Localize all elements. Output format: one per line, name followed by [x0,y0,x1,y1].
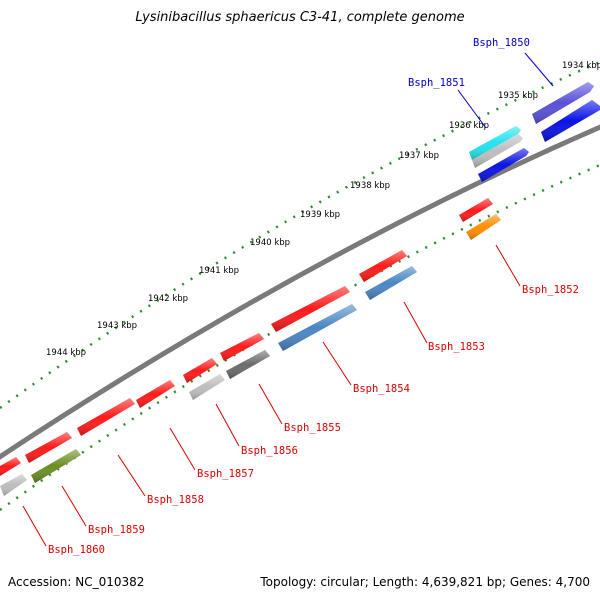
gene-reverse-red-5[interactable] [183,358,217,383]
outer-tick-line [0,60,600,410]
gene-bsph-1853[interactable] [365,266,417,300]
gene-label-bsph-1857[interactable]: Bsph_1857 [197,468,254,480]
gene-label-bsph-1859[interactable]: Bsph_1859 [88,524,145,536]
kbp-label-1937: 1937 kbp [399,151,439,161]
leader-line-bsph-1857 [169,427,196,471]
gene-arrow-shade-reverse-red-7 [0,457,21,476]
kbp-label-1941: 1941 kbp [199,266,239,276]
outer-tick-track [0,60,600,410]
label-group-bsph-1850[interactable]: Bsph_1850 [473,37,554,87]
gene-label-bsph-1850[interactable]: Bsph_1850 [473,37,530,49]
kbp-label-1942: 1942 kbp [148,294,188,304]
gene-arrow-shade-reverse-red-2 [359,250,407,282]
gene-reverse-red-3[interactable] [271,286,350,332]
gene-arrow-shade-bsph-1855 [226,350,270,379]
leader-line-bsph-1856 [215,403,240,447]
gene-bsph-1850[interactable] [532,82,594,124]
gene-bsph-1851[interactable] [469,126,521,160]
leader-line-bsph-1853 [403,301,428,344]
leader-line-bsph-1858 [117,454,146,497]
gene-arrow-shade-bsph-1859 [31,449,81,483]
gene-arrow-shade-bsph-1852 [466,214,501,240]
gene-arrow-shade-reverse-red-6 [25,432,72,463]
gene-reverse-red-7[interactable] [0,457,21,476]
gene-reverse-red-4[interactable] [220,333,264,361]
leader-line-bsph-1851 [457,89,487,129]
label-group-bsph-1857[interactable]: Bsph_1857 [169,427,254,480]
gene-bsph-1855[interactable] [226,350,270,379]
gene-label-bsph-1860[interactable]: Bsph_1860 [48,544,105,556]
gene-arrow-shade-bsph-1858 [77,398,135,436]
gene-arrow-shade-bsph-1850 [532,82,594,124]
gene-label-bsph-1858[interactable]: Bsph_1858 [147,494,204,506]
leader-line-bsph-1859 [61,485,87,527]
label-group-bsph-1852[interactable]: Bsph_1852 [495,244,579,296]
gene-arrow-shade-reverse-red-3 [271,286,350,332]
gene-label-bsph-1856[interactable]: Bsph_1856 [241,445,298,457]
gene-label-bsph-1852[interactable]: Bsph_1852 [522,284,579,296]
gene-arrow-shade-bsph-1851 [469,126,521,160]
leader-line-bsph-1850 [524,52,554,87]
forward-strand-genes [469,82,600,182]
genome-summary-label: Topology: circular; Length: 4,639,821 bp… [260,575,590,589]
backbone [0,124,600,460]
kbp-label-1936: 1936 kbp [449,121,489,131]
gene-arrow-shade-bsph-1860 [0,474,27,496]
gene-forward-blue-1[interactable] [541,100,600,142]
gene-arrow-shade-forward-blue-1 [541,100,600,142]
leader-line-bsph-1860 [22,505,47,547]
gene-bsph-1852[interactable] [466,214,501,240]
kbp-label-1938: 1938 kbp [350,181,390,191]
gene-arrow-shade-bsph-1857 [136,380,175,408]
leader-line-bsph-1854 [322,341,352,386]
gene-labels: Bsph_1850 Bsph_1851 Bsph_1852 Bsph_1853 … [22,37,579,556]
label-group-bsph-1854[interactable]: Bsph_1854 [322,341,410,395]
gene-arrow-shade-forward-gray-1 [472,134,523,168]
gene-arrow-shade-reverse-red-1 [459,198,493,222]
gene-label-bsph-1854[interactable]: Bsph_1854 [353,383,410,395]
label-group-bsph-1856[interactable]: Bsph_1856 [215,403,298,457]
backbone-line [0,124,600,460]
kbp-label-1940: 1940 kbp [250,238,290,248]
reverse-strand-genes [0,198,501,496]
label-group-bsph-1853[interactable]: Bsph_1853 [403,301,485,353]
gene-label-bsph-1851[interactable]: Bsph_1851 [408,77,465,89]
gene-arrow-shade-reverse-red-4 [220,333,264,361]
gene-bsph-1860[interactable] [0,474,27,496]
gene-arrow-shade-forward-blue-2 [478,148,529,182]
gene-bsph-1856[interactable] [189,374,225,400]
gene-bsph-1857[interactable] [136,380,175,408]
label-group-bsph-1851[interactable]: Bsph_1851 [408,77,487,129]
kbp-label-1934: 1934 kbp [562,61,600,71]
gene-arrow-shade-reverse-red-5 [183,358,217,383]
gene-forward-blue-2[interactable] [478,148,529,182]
label-group-bsph-1860[interactable]: Bsph_1860 [22,505,105,556]
leader-line-bsph-1855 [258,383,283,425]
gene-label-bsph-1855[interactable]: Bsph_1855 [284,422,341,434]
page-title: Lysinibacillus sphaericus C3-41, complet… [135,10,465,25]
gene-bsph-1858[interactable] [77,398,135,436]
kbp-label-1935: 1935 kbp [498,91,538,101]
kbp-label-1943: 1943 kbp [97,321,137,331]
leader-line-bsph-1852 [495,244,521,287]
gene-forward-gray-1[interactable] [472,134,523,168]
gene-bsph-1859[interactable] [31,449,81,483]
label-group-bsph-1859[interactable]: Bsph_1859 [61,485,145,536]
kbp-scale-labels: 1934 kbp 1935 kbp 1936 kbp 1937 kbp 1938… [46,61,600,358]
gene-label-bsph-1853[interactable]: Bsph_1853 [428,341,485,353]
label-group-bsph-1855[interactable]: Bsph_1855 [258,383,341,434]
gene-arrow-shade-bsph-1856 [189,374,225,400]
accession-label: Accession: NC_010382 [8,575,145,589]
kbp-label-1939: 1939 kbp [300,210,340,220]
gene-bsph-1854[interactable] [278,304,357,351]
gene-reverse-red-6[interactable] [25,432,72,463]
gene-arrow-shade-bsph-1854 [278,304,357,351]
gene-arrow-shade-bsph-1853 [365,266,417,300]
label-group-bsph-1858[interactable]: Bsph_1858 [117,454,204,506]
gene-reverse-red-2[interactable] [359,250,407,282]
gene-reverse-red-1[interactable] [459,198,493,222]
kbp-label-1944: 1944 kbp [46,348,86,358]
